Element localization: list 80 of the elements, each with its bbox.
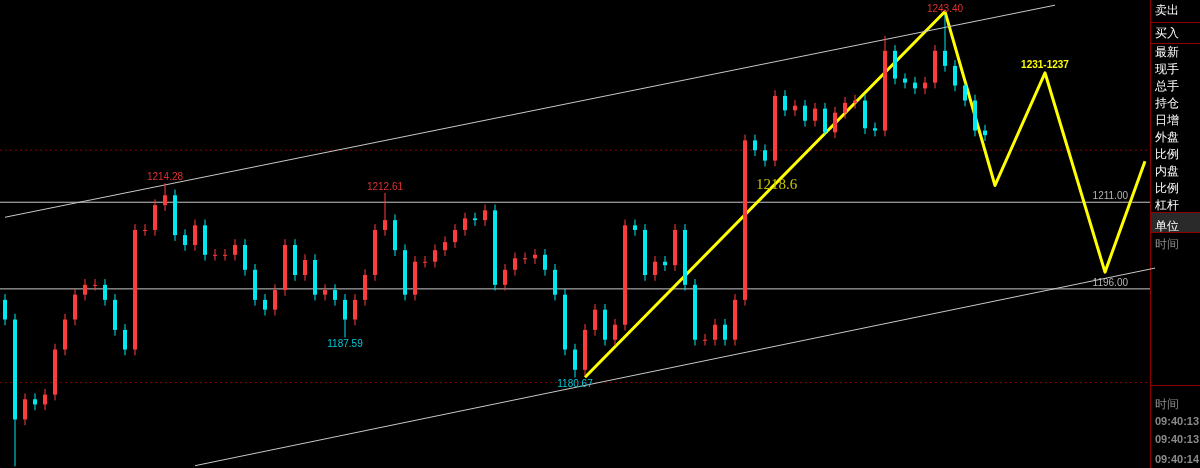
candlestick [483,204,487,227]
candlestick [843,96,847,119]
annotation: 外盘 [1155,130,1179,144]
candlestick [513,251,517,277]
annotation: 最新 [1155,45,1179,59]
annotation: 总手 [1155,79,1179,93]
candlestick [273,283,277,316]
candlestick [323,283,327,301]
candlestick [823,102,827,136]
candlestick [183,228,187,252]
candlestick [613,318,617,347]
candlestick [143,223,147,237]
candlestick [953,59,957,92]
candlestick [713,318,717,347]
annotation: 09:40:13 [1155,432,1200,446]
candlestick [93,278,97,292]
candlestick [3,293,7,326]
candlestick [193,219,197,252]
candlestick [353,293,357,326]
annotation: 杠杆 [1155,198,1179,212]
candlestick [873,121,877,137]
candlestick [503,263,507,292]
candlestick [463,212,467,237]
annotation: 1231-1237 [1021,58,1070,70]
candlestick [333,283,337,307]
annotation: 卖出 [1155,3,1179,17]
candlestick [653,255,657,282]
candlestick [903,72,907,89]
candlestick [723,318,727,347]
annotation: 1187.59 [327,338,364,350]
candlestick [523,251,527,265]
annotation: 内盘 [1155,164,1179,178]
candlestick [543,248,547,277]
candlestick [703,333,707,347]
candlestick [233,238,237,262]
candlestick [833,106,837,139]
annotation: 时间 [1155,397,1179,411]
candlestick [343,293,347,338]
candlestick [423,255,427,269]
candlestick [23,392,27,426]
annotation: 1214.28 [146,171,184,183]
candlestick [383,192,387,237]
candlestick [443,235,447,257]
candlestick [123,323,127,356]
candlestick [963,82,967,107]
ref-line-label: 1211.00 [1092,189,1129,201]
candlestick [753,134,757,157]
candlestick [763,143,767,167]
annotation: 现手 [1155,62,1179,76]
candlestick [943,14,947,73]
annotation: 时间 [1155,237,1179,251]
candlestick [593,303,597,337]
annotation: 日增 [1155,113,1179,127]
annotation: 单位 [1155,219,1179,233]
candlestick [163,182,167,212]
candlestick [213,248,217,262]
candlestick [473,212,477,227]
candlestick [33,392,37,411]
candlestick [263,293,267,316]
candlestick [633,219,637,237]
annotation: 比例 [1155,147,1179,161]
annotation: 09:40:14 [1155,452,1200,466]
candlestick [223,248,227,262]
candlestick [83,278,87,301]
annotation: 买入 [1155,26,1179,40]
candlestick [103,278,107,307]
annotation: 1212.61 [366,180,404,192]
candlestick [803,99,807,128]
candlestick [453,223,457,249]
annotation: 比例 [1155,181,1179,195]
ref-line-label: 1196.00 [1092,276,1129,288]
candlestick [303,253,307,282]
candlestick [573,343,577,378]
candlestick [433,243,437,269]
annotation: 09:40:13 [1155,414,1200,428]
candlestick [813,102,817,128]
candlestick [43,388,47,411]
candlestick [783,89,787,117]
annotation: 持仓 [1155,96,1179,110]
annotation: 1243.40 [926,2,964,14]
